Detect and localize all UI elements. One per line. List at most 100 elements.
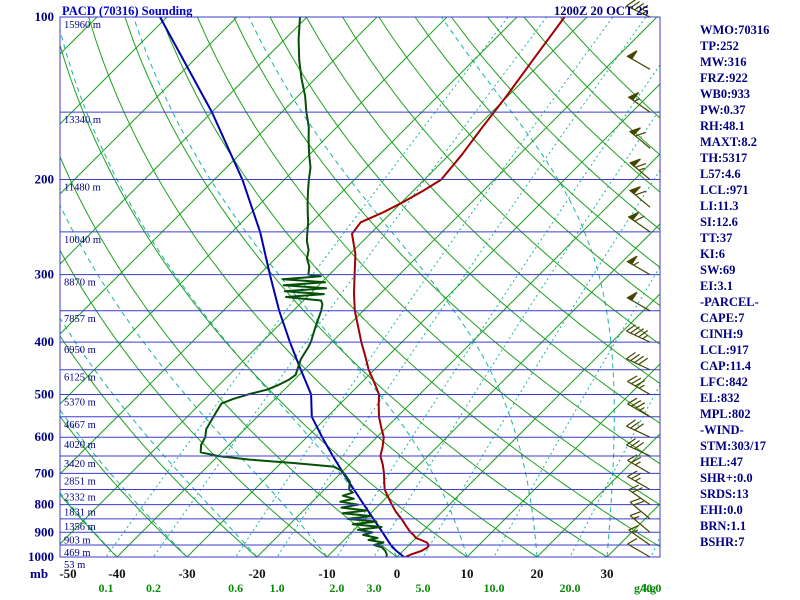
height-label: 903 m xyxy=(64,535,91,546)
pressure-tick-label: 100 xyxy=(35,9,55,24)
mixing-ratio-line xyxy=(373,108,660,557)
mixing-ratio-tick-label: 10.0 xyxy=(483,581,504,595)
index-line: BRN:1.1 xyxy=(700,519,747,533)
wind-barb-pennant xyxy=(627,91,640,101)
wind-barb-half xyxy=(642,334,649,340)
wind-barb-staff xyxy=(627,380,651,395)
wind-barb-full xyxy=(638,357,649,365)
temperature-trace xyxy=(351,17,566,557)
dry-adiabat xyxy=(60,415,188,557)
wind-barb-full xyxy=(630,440,640,448)
pressure-tick-label: 1000 xyxy=(28,549,54,564)
isotherm xyxy=(60,17,308,265)
index-line: RH:48.1 xyxy=(700,119,745,133)
pressure-tick-label: 600 xyxy=(35,429,55,444)
wind-barb-full xyxy=(634,402,646,409)
wind-barb-full xyxy=(628,524,639,531)
wind-barb-full xyxy=(627,454,638,461)
wind-barb-full xyxy=(638,4,649,13)
height-label: 13340 m xyxy=(64,115,101,126)
index-line: PW:0.37 xyxy=(700,103,746,117)
height-label: 10040 m xyxy=(64,235,101,246)
wind-barb-full xyxy=(631,400,642,407)
wind-barb-full xyxy=(630,326,640,334)
wind-barb-staff xyxy=(626,358,651,371)
height-label: 4667 m xyxy=(64,420,96,431)
wind-barb-half xyxy=(633,261,640,266)
index-line: SI:12.6 xyxy=(700,215,738,229)
isotherm xyxy=(60,17,448,405)
height-label: 8870 m xyxy=(64,278,96,289)
wind-barb-full xyxy=(633,500,645,506)
wind-barb-full xyxy=(627,375,638,382)
index-line: LCL:971 xyxy=(700,183,749,197)
isotherm xyxy=(536,433,660,557)
wind-barbs xyxy=(626,0,651,558)
wind-barb-half xyxy=(638,384,645,389)
mixing-ratio-lines xyxy=(105,17,660,557)
moist-adiabat xyxy=(248,17,538,557)
pressure-tick-label: 500 xyxy=(35,386,55,401)
wind-barb-full xyxy=(630,1,640,9)
wind-barb-full xyxy=(626,438,636,446)
pressure-tick-label: 300 xyxy=(35,267,55,282)
height-label: 1831 m xyxy=(64,508,96,519)
isotherm xyxy=(60,17,378,335)
wind-barb-full xyxy=(630,421,640,429)
index-line: MAXT:8.2 xyxy=(700,135,758,149)
wind-barb-pennant xyxy=(628,186,641,195)
wind-barb-full xyxy=(627,470,638,478)
wind-barb-full xyxy=(632,487,643,493)
wind-barb-full xyxy=(628,484,639,491)
index-line: KI:6 xyxy=(700,247,725,261)
wind-barb-pennant xyxy=(628,158,641,167)
index-line: EHI:0.0 xyxy=(700,503,743,517)
mixing-ratio-line xyxy=(235,17,614,557)
mixing-ratio-line xyxy=(493,265,660,557)
mixing-ratio-line xyxy=(276,17,647,557)
dry-adiabat xyxy=(378,17,660,307)
temp-tick-label: -40 xyxy=(108,566,125,581)
isotherm xyxy=(256,153,660,557)
pressure-tick-label: 900 xyxy=(35,524,55,539)
mixing-ratio-line xyxy=(152,17,548,557)
wind-barb-staff xyxy=(628,489,651,506)
chart-title: PACD (70316) Sounding xyxy=(62,4,193,18)
wind-barb-full xyxy=(634,328,644,336)
dry-adiabat-lines xyxy=(60,17,660,557)
dry-adiabat xyxy=(60,43,468,557)
height-label: 6125 m xyxy=(64,373,96,384)
wind-barb-half xyxy=(634,477,641,482)
mixing-ratio-tick-label: 20.0 xyxy=(560,581,581,595)
index-line: CAP:11.4 xyxy=(700,359,752,373)
index-line: CAPE:7 xyxy=(700,311,745,325)
index-line: TH:5317 xyxy=(700,151,748,165)
wind-barb-staff xyxy=(626,444,651,457)
index-line: SHR+:0.0 xyxy=(700,471,753,485)
wind-barb-half xyxy=(634,461,641,466)
wind-barb-half xyxy=(634,98,641,102)
index-line: TP:252 xyxy=(700,39,739,53)
wind-barb-staff xyxy=(626,425,651,438)
moist-adiabat xyxy=(441,17,615,557)
dry-adiabat xyxy=(414,17,660,269)
dewpoint-trace xyxy=(199,17,388,557)
wind-barb-full xyxy=(634,355,644,364)
wind-barb-full xyxy=(635,163,646,168)
index-line: STM:303/17 xyxy=(700,439,766,453)
wind-barb-full xyxy=(627,397,638,405)
height-label: 2851 m xyxy=(64,476,96,487)
temp-tick-label: -10 xyxy=(318,566,335,581)
isotherm xyxy=(326,223,660,557)
dry-adiabat xyxy=(60,249,328,557)
wind-barb-half xyxy=(642,9,649,15)
wind-barb-full xyxy=(630,353,640,362)
index-line: HEL:47 xyxy=(700,455,744,469)
index-line: WB0:933 xyxy=(700,87,750,101)
index-line: WMO:70316 xyxy=(700,23,770,37)
wind-barb-full xyxy=(631,472,642,480)
wind-barb-full xyxy=(629,511,641,517)
index-line: L57:4.6 xyxy=(700,167,741,181)
dry-adiabat xyxy=(124,17,608,557)
